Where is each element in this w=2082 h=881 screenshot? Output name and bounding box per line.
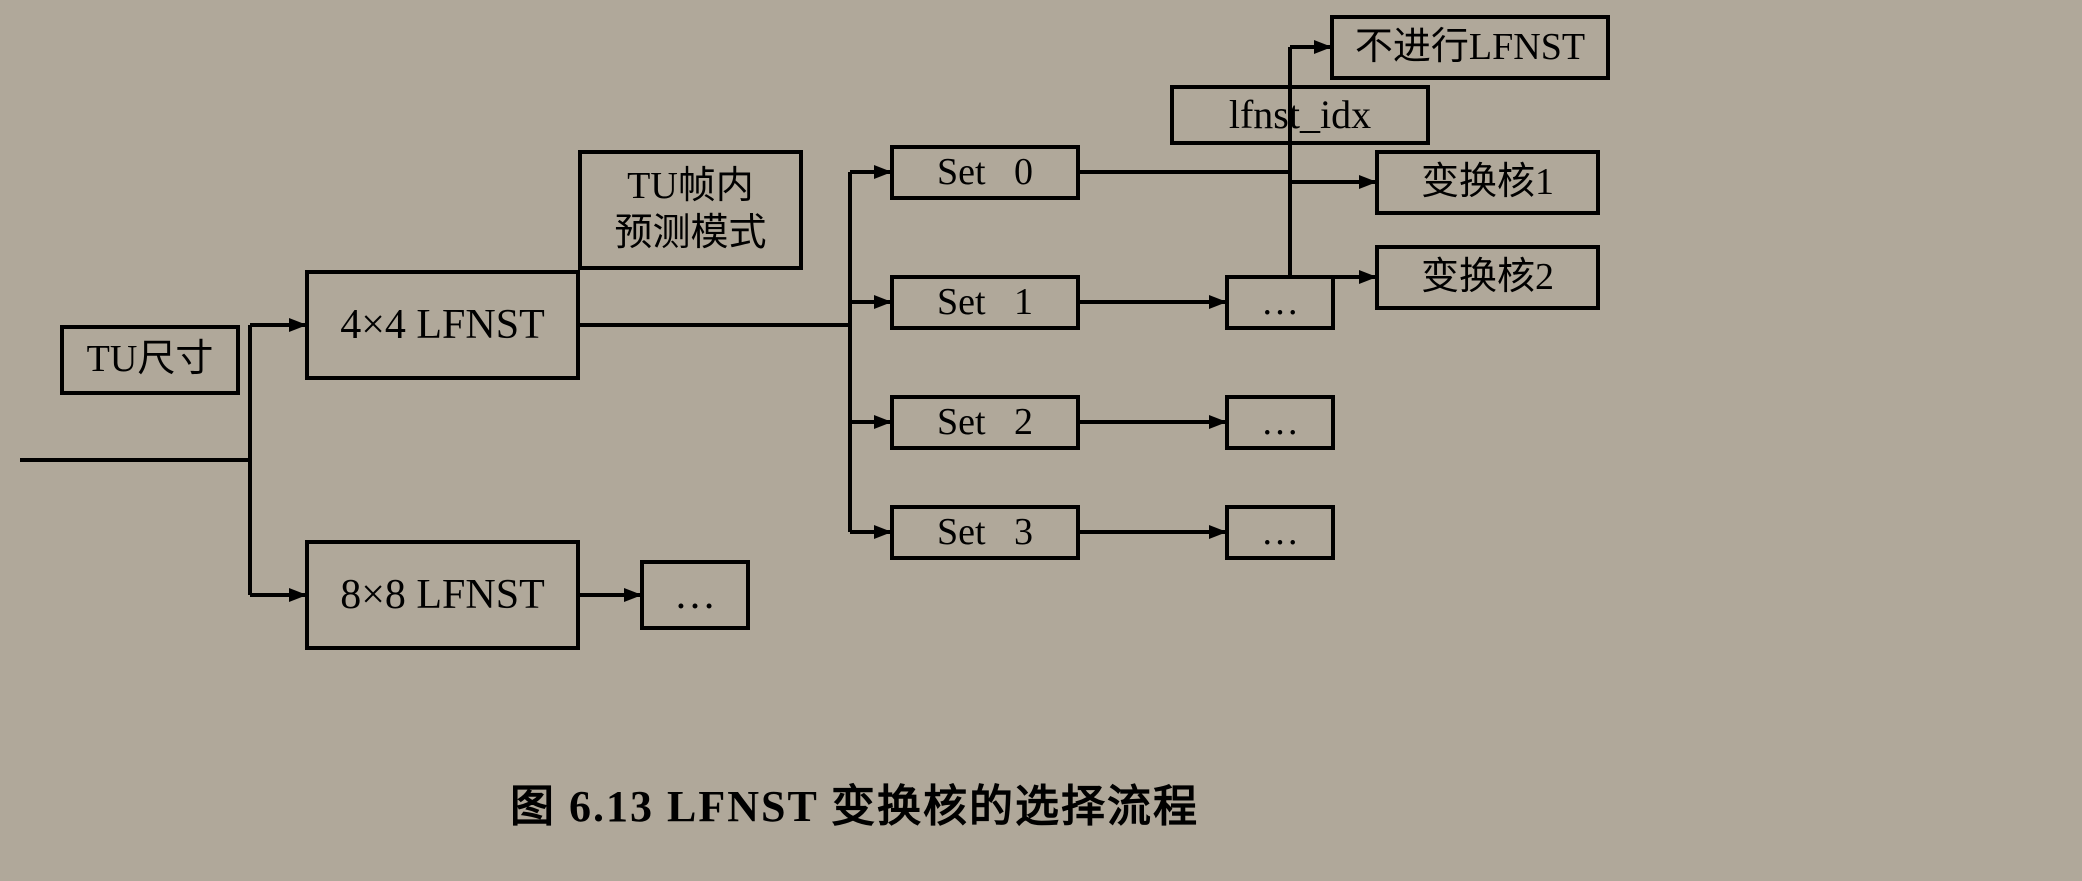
set-0-label: Set 0 xyxy=(937,149,1033,197)
set1-ellipsis-box: … xyxy=(1225,275,1335,330)
tu-size-label: TU尺寸 xyxy=(87,336,214,384)
set-1-box: Set 1 xyxy=(890,275,1080,330)
set-3-label: Set 3 xyxy=(937,509,1033,557)
no-lfnst-label: 不进行LFNST xyxy=(1355,24,1585,72)
lfnst-idx-box: lfnst_idx xyxy=(1170,85,1430,145)
set1-ellipsis-label: … xyxy=(1261,279,1299,327)
set3-ellipsis-box: … xyxy=(1225,505,1335,560)
set2-ellipsis-label: … xyxy=(1261,399,1299,447)
core2-label: 变换核2 xyxy=(1421,254,1554,302)
set-1-label: Set 1 xyxy=(937,279,1033,327)
set-2-label: Set 2 xyxy=(937,399,1033,447)
set2-ellipsis-box: … xyxy=(1225,395,1335,450)
lfnst-8x8-ellipsis-label: … xyxy=(674,569,716,622)
figure-caption-text: 图 6.13 LFNST 变换核的选择流程 xyxy=(510,782,1199,831)
figure-caption: 图 6.13 LFNST 变换核的选择流程 xyxy=(510,770,1199,834)
lfnst-idx-label: lfnst_idx xyxy=(1229,90,1371,140)
core1-box: 变换核1 xyxy=(1375,150,1600,215)
no-lfnst-box: 不进行LFNST xyxy=(1330,15,1610,80)
lfnst-8x8-box: 8×8 LFNST xyxy=(305,540,580,650)
lfnst-8x8-ellipsis-box: … xyxy=(640,560,750,630)
core1-label: 变换核1 xyxy=(1421,159,1554,207)
set-0-box: Set 0 xyxy=(890,145,1080,200)
lfnst-8x8-label: 8×8 LFNST xyxy=(340,569,545,622)
set-2-box: Set 2 xyxy=(890,395,1080,450)
tu-mode-box: TU帧内 预测模式 xyxy=(578,150,803,270)
set3-ellipsis-label: … xyxy=(1261,509,1299,557)
tu-size-box: TU尺寸 xyxy=(60,325,240,395)
lfnst-4x4-box: 4×4 LFNST xyxy=(305,270,580,380)
tu-mode-label: TU帧内 预测模式 xyxy=(614,163,766,258)
core2-box: 变换核2 xyxy=(1375,245,1600,310)
lfnst-4x4-label: 4×4 LFNST xyxy=(340,299,545,352)
set-3-box: Set 3 xyxy=(890,505,1080,560)
